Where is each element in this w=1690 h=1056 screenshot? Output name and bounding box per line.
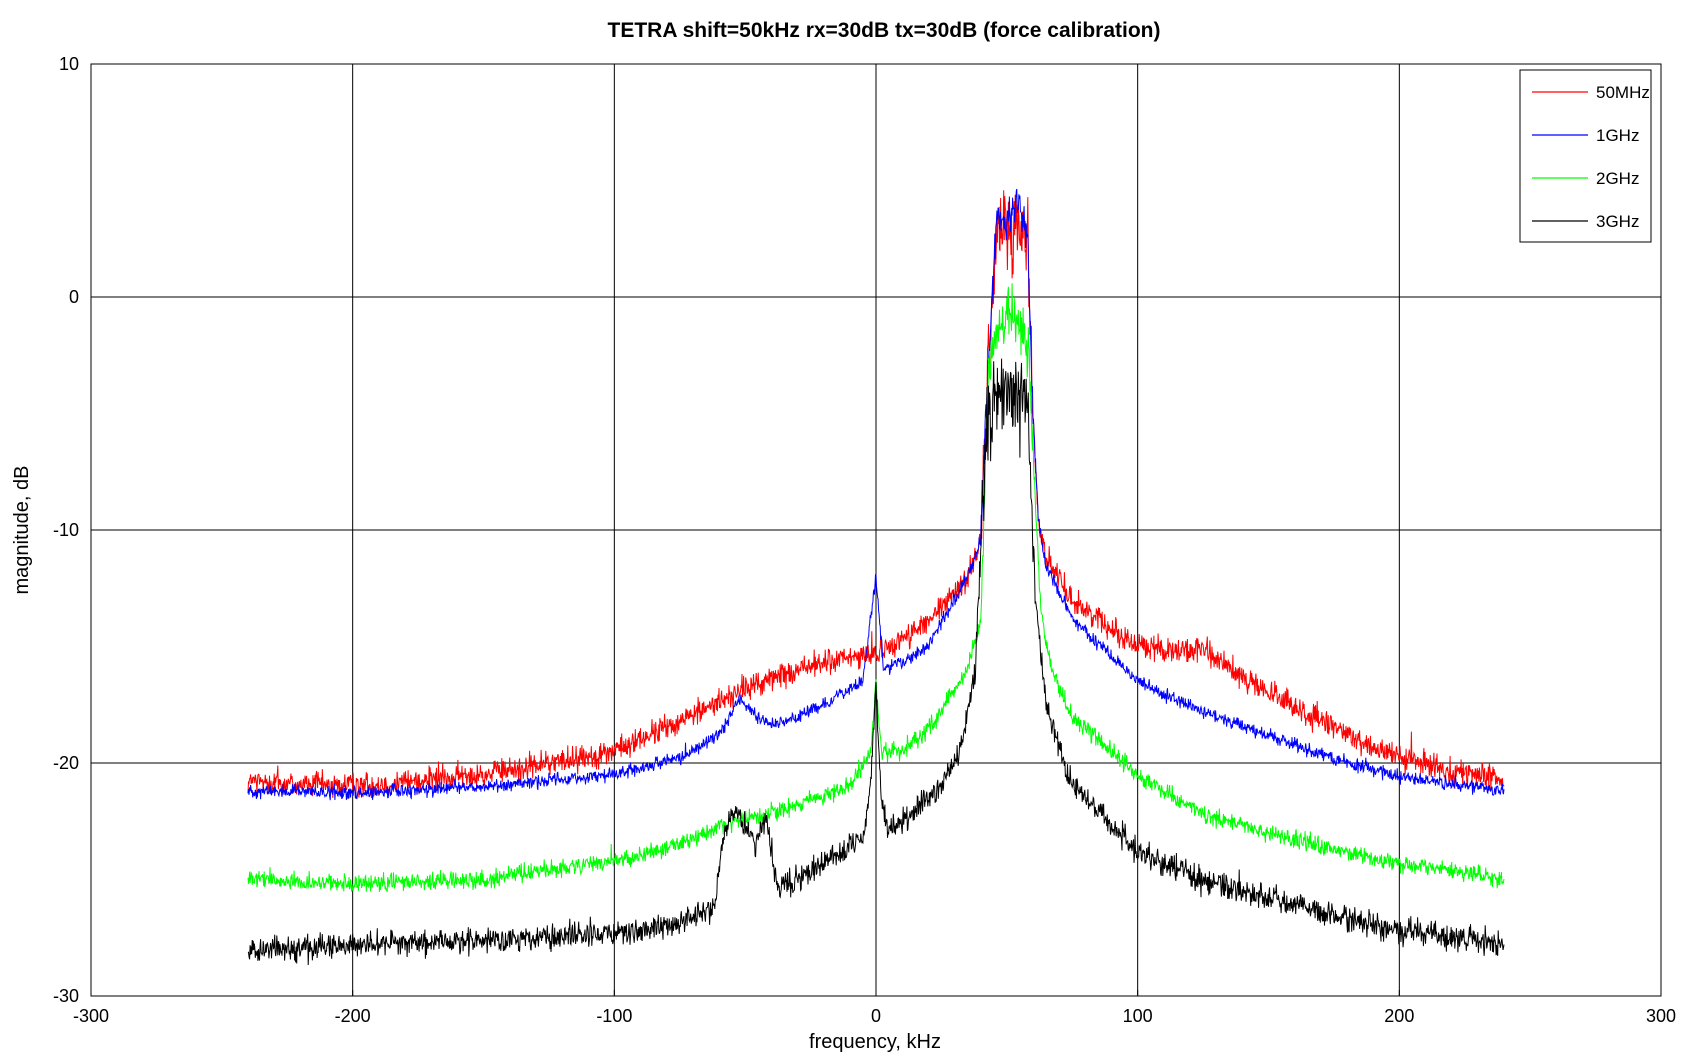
grid-lines [91, 64, 1661, 996]
x-tick-label: -200 [335, 1006, 371, 1026]
legend-label-2ghz: 2GHz [1596, 169, 1639, 188]
y-tick-label: -10 [53, 520, 79, 540]
x-tick-label: 200 [1384, 1006, 1414, 1026]
y-tick-label: -30 [53, 986, 79, 1006]
x-tick-label: -100 [596, 1006, 632, 1026]
x-axis-label: frequency, kHz [809, 1031, 941, 1053]
legend-label-50mhz: 50MHz [1596, 83, 1650, 102]
plot-series [247, 188, 1505, 966]
y-tick-label: -20 [53, 753, 79, 773]
legend-label-1ghz: 1GHz [1596, 126, 1639, 145]
y-axis-label: magnitude, dB [11, 466, 33, 595]
x-tick-label: 300 [1646, 1006, 1676, 1026]
x-tick-label: 100 [1123, 1006, 1153, 1026]
x-tick-label: 0 [871, 1006, 881, 1026]
chart-title: TETRA shift=50kHz rx=30dB tx=30dB (force… [608, 19, 1161, 42]
series-line-2ghz [247, 283, 1505, 893]
series-line-50mhz [247, 190, 1505, 799]
legend-box [1519, 69, 1652, 243]
series-line-1ghz [247, 188, 1505, 801]
x-tick-label: -300 [73, 1006, 109, 1026]
legend: 50MHz 1GHz 2GHz 3GHz [1519, 69, 1652, 243]
y-tick-label: 0 [69, 287, 79, 307]
legend-label-3ghz: 3GHz [1596, 212, 1639, 231]
series-line-3ghz [247, 358, 1505, 966]
y-tick-label: 10 [59, 54, 79, 74]
